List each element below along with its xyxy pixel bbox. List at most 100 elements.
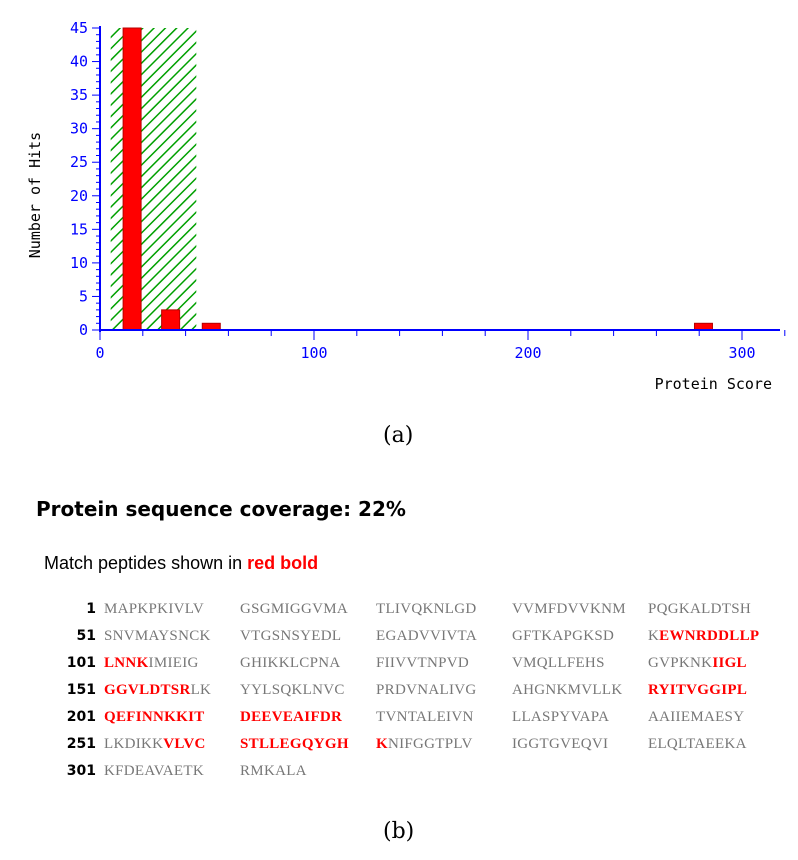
unmatched-residues: VVMFDVVKNM xyxy=(512,601,626,617)
unmatched-residues: PRDVNALIVG xyxy=(376,682,477,698)
unmatched-residues: SNVMAYSNCK xyxy=(104,628,211,644)
y-tick-label: 0 xyxy=(79,321,88,339)
x-axis-title: Protein Score xyxy=(655,375,772,393)
matched-peptide: EWNRDDLLP xyxy=(659,628,760,644)
unmatched-residues: TLIVQKNLGD xyxy=(376,601,477,617)
sequence-block: PQGKALDTSH xyxy=(648,596,784,623)
unmatched-residues: TVNTALEIVN xyxy=(376,709,474,725)
y-tick-label: 15 xyxy=(70,220,88,238)
unmatched-residues: IGGTGVEQVI xyxy=(512,736,609,752)
match-note-prefix: Match peptides shown in xyxy=(44,553,248,573)
sequence-block: GGVLDTSRLK xyxy=(104,677,240,704)
sequence-block: LNNKIMIEIG xyxy=(104,650,240,677)
residue-number: 101 xyxy=(66,655,96,671)
sequence-block: TVNTALEIVN xyxy=(376,704,512,731)
sequence-block: PRDVNALIVG xyxy=(376,677,512,704)
sequence-row: 251 LKDIKKVLVC STLLEGQYGH KNIFGGTPLV IGGTGVE… xyxy=(60,731,784,758)
sequence-block: SNVMAYSNCK xyxy=(104,623,240,650)
sequence-block: GFTKAPGKSD xyxy=(512,623,648,650)
sequence-block: GSGMIGGVMA xyxy=(240,596,376,623)
sequence-row: 51 SNVMAYSNCK VTGSNSYEDL EGADVVIVTA GFTKAPGK… xyxy=(60,623,784,650)
residue-number: 201 xyxy=(66,709,96,725)
y-axis-title: Number of Hits xyxy=(26,132,44,258)
unmatched-residues: YYLSQKLNVC xyxy=(240,682,345,698)
matched-peptide: IIGL xyxy=(712,655,747,671)
matched-peptide: VLVC xyxy=(163,736,206,752)
sequence-block: VVMFDVVKNM xyxy=(512,596,648,623)
sequence-block: QEFINNKKIT xyxy=(104,704,240,731)
residue-number: 51 xyxy=(76,628,96,644)
coverage-title: Protein sequence coverage: 22% xyxy=(36,497,406,521)
unmatched-residues: LKDIKK xyxy=(104,736,164,752)
sequence-block: AAIIEMAESY xyxy=(648,704,784,731)
sequence-block: RMKALA xyxy=(240,758,376,785)
unmatched-residues: LLASPYVAPA xyxy=(512,709,610,725)
x-tick-label: 300 xyxy=(728,344,755,362)
bar-score-282 xyxy=(693,322,713,331)
unmatched-residues: NIFGGTPLV xyxy=(387,736,473,752)
residue-number: 1 xyxy=(86,601,96,617)
unmatched-residues: GVPKNK xyxy=(648,655,713,671)
sequence-block: ELQLTAEEKA xyxy=(648,731,784,758)
residue-number: 251 xyxy=(66,736,96,752)
sequence-block: KFDEAVAETK xyxy=(104,758,240,785)
unmatched-residues: GSGMIGGVMA xyxy=(240,601,349,617)
unmatched-residues: FIIVVTNPVD xyxy=(376,655,469,671)
x-tick-label: 100 xyxy=(300,344,327,362)
y-tick-label: 25 xyxy=(70,153,88,171)
sequence-block: FIIVVTNPVD xyxy=(376,650,512,677)
unmatched-residues: K xyxy=(648,628,660,644)
bar-score-52 xyxy=(201,322,221,331)
sequence-block: LLASPYVAPA xyxy=(512,704,648,731)
sequence-block: MAPKPKIVLV xyxy=(104,596,240,623)
unmatched-residues: ELQLTAEEKA xyxy=(648,736,747,752)
sequence-block: LKDIKKVLVC xyxy=(104,731,240,758)
matched-peptide: DEEVEAIFDR xyxy=(240,709,343,725)
y-tick-label: 20 xyxy=(70,187,88,205)
unmatched-residues: AAIIEMAESY xyxy=(648,709,745,725)
sequence-row: 101 LNNKIMIEIG GHIKKLCPNA FIIVVTNPVD VMQLLFE… xyxy=(60,650,784,677)
x-tick-label: 0 xyxy=(95,344,104,362)
unmatched-residues: GHIKKLCPNA xyxy=(240,655,341,671)
protein-score-histogram: 0 5 10 15 20 25 30 35 40 45 0 100 200 300 Number of H… xyxy=(26,19,786,393)
residue-number: 301 xyxy=(66,763,96,779)
y-tick-label: 35 xyxy=(70,86,88,104)
sequence-block: KNIFGGTPLV xyxy=(376,731,512,758)
unmatched-residues: AHGNKMVLLK xyxy=(512,682,623,698)
sequence-block: YYLSQKLNVC xyxy=(240,677,376,704)
matched-peptide: GGVLDTSR xyxy=(104,682,191,698)
bar-score-15 xyxy=(122,27,142,331)
unmatched-residues: RMKALA xyxy=(240,763,307,779)
sequence-block: STLLEGQYGH xyxy=(240,731,376,758)
sequence-row: 151 GGVLDTSRLK YYLSQKLNVC PRDVNALIVG AHGNKMV… xyxy=(60,677,784,704)
residue-number: 151 xyxy=(66,682,96,698)
y-tick-label: 45 xyxy=(70,19,88,37)
caption-a: (a) xyxy=(383,423,414,448)
y-tick-label: 5 xyxy=(79,287,88,305)
unmatched-residues: EGADVVIVTA xyxy=(376,628,477,644)
matched-peptide: RYITVGGIPL xyxy=(648,682,748,698)
matched-peptide: STLLEGQYGH xyxy=(240,736,349,752)
matched-peptide: K xyxy=(376,736,388,752)
unmatched-residues: MAPKPKIVLV xyxy=(104,601,204,617)
unmatched-residues: LK xyxy=(190,682,212,698)
sequence-block: VMQLLFEHS xyxy=(512,650,648,677)
sequence-row: 301 KFDEAVAETK RMKALA xyxy=(60,758,784,785)
sequence-block: TLIVQKNLGD xyxy=(376,596,512,623)
sequence-row: 201 QEFINNKKIT DEEVEAIFDR TVNTALEIVN LLASPYV… xyxy=(60,704,784,731)
y-tick-label: 30 xyxy=(70,120,88,138)
unmatched-residues: IMIEIG xyxy=(148,655,199,671)
caption-b: (b) xyxy=(383,819,415,844)
y-tick-label: 40 xyxy=(70,53,88,71)
sequence-block: KEWNRDDLLP xyxy=(648,623,784,650)
match-note: Match peptides shown in red bold xyxy=(44,553,318,574)
sequence-block: DEEVEAIFDR xyxy=(240,704,376,731)
unmatched-residues: PQGKALDTSH xyxy=(648,601,752,617)
sequence-row: 1 MAPKPKIVLV GSGMIGGVMA TLIVQKNLGD VVMFDVVKN… xyxy=(60,596,784,623)
x-tick-label: 200 xyxy=(514,344,541,362)
sequence-block: RYITVGGIPL xyxy=(648,677,784,704)
sequence-block: VTGSNSYEDL xyxy=(240,623,376,650)
matched-peptide: LNNK xyxy=(104,655,149,671)
sequence-block: IGGTGVEQVI xyxy=(512,731,648,758)
matched-peptide: QEFINNKKIT xyxy=(104,709,205,725)
